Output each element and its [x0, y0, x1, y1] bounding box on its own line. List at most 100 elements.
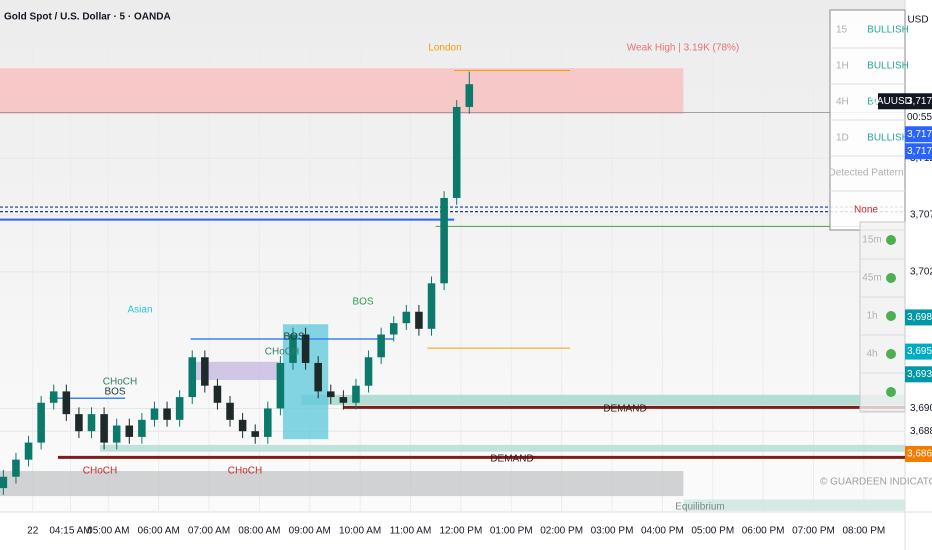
price-tag [905, 143, 932, 160]
session-label: 1h [866, 311, 877, 322]
price-tag [905, 366, 932, 383]
x-tick-label: 04:15 AM [49, 526, 91, 537]
zone [683, 499, 905, 511]
status-dot [886, 349, 896, 359]
candle-body [201, 357, 209, 386]
timeframe: 1D [836, 133, 849, 144]
status-dot [886, 235, 896, 245]
annotation: CHoCH [228, 466, 262, 477]
y-tick-label: 3,707 [910, 210, 932, 221]
candle-body [226, 402, 234, 420]
candle-body [251, 431, 259, 437]
session-label: 4h [866, 349, 877, 360]
candle-body [24, 442, 33, 460]
x-tick-label: 06:00 AM [138, 526, 180, 537]
time-axis [0, 512, 905, 550]
x-tick-label: 01:00 PM [490, 526, 533, 537]
candle-body [37, 402, 45, 443]
x-tick-label: 02:00 PM [540, 526, 583, 537]
price-tag-label: 3,698 [907, 312, 932, 323]
x-tick-label: 04:00 PM [641, 526, 684, 537]
watermark: © GUARDEEN INDICATOR [820, 477, 932, 488]
candle-body [0, 476, 8, 489]
zone [99, 444, 906, 452]
candle-body [213, 385, 222, 403]
y-tick-label: 3,702 [910, 267, 932, 278]
timeframe: 1H [836, 61, 849, 72]
candle-body [150, 408, 159, 420]
candle-body [389, 323, 398, 335]
candle-body [125, 425, 134, 437]
price-tag-label: 3,717 [907, 96, 932, 107]
candle-body [87, 414, 96, 432]
price-tag-label: 3,717 [907, 146, 932, 157]
symbol-tag: XAUUSD [870, 96, 912, 107]
candle-body [289, 334, 297, 363]
price-tag [905, 445, 932, 462]
price-tag [905, 343, 932, 360]
x-tick-label: 10:00 AM [339, 526, 381, 537]
y-tick-label: 3,690 [910, 403, 932, 414]
annotation: DEMAND [603, 404, 646, 415]
x-tick-label: 07:00 PM [792, 526, 835, 537]
candle-body [415, 311, 423, 329]
candle-body [264, 408, 272, 437]
x-tick-label: 12:00 PM [439, 526, 482, 537]
zone [190, 361, 281, 381]
zone [0, 68, 684, 114]
zone [301, 394, 905, 406]
candle-body [427, 283, 436, 329]
candle-body [352, 385, 360, 403]
trend: BULLISH [867, 25, 909, 36]
x-tick-label: 05:00 AM [87, 526, 129, 537]
countdown: 00:55 [907, 112, 932, 123]
annotation: CHoCH [265, 347, 299, 358]
session-label: 45m [862, 273, 881, 284]
candle-body [440, 197, 448, 284]
candle-body [188, 357, 197, 398]
candle-body [326, 391, 335, 398]
candle-body [364, 357, 373, 386]
annotation: BOS [352, 297, 373, 308]
chart-title: Gold Spot / U.S. Dollar · 5 · OANDA [4, 12, 171, 23]
candle-body [402, 311, 411, 324]
price-tag [905, 126, 932, 143]
x-tick-label: 22 [27, 526, 39, 537]
annotation: CHoCH [83, 466, 117, 477]
annotation: Equilibrium [675, 502, 724, 513]
timeframe: 4H [836, 97, 849, 108]
candle-body [377, 334, 385, 358]
x-tick-label: 05:00 PM [691, 526, 734, 537]
annotation: CHoCH [103, 377, 137, 388]
candle-body [452, 106, 461, 198]
zone [0, 471, 684, 497]
price-tag-label: 3,693 [907, 369, 932, 380]
price-tag [905, 309, 932, 326]
trend: BULLISH [867, 61, 909, 72]
x-tick-label: 09:00 AM [289, 526, 331, 537]
trend: BULLISH [867, 133, 909, 144]
x-tick-label: 08:00 AM [238, 526, 280, 537]
candle-body [163, 408, 171, 420]
timeframe: 15 [836, 25, 848, 36]
candle-body [465, 84, 474, 107]
annotation: London [428, 43, 461, 54]
price-tag-label: 3,695 [907, 346, 932, 357]
candle-body [314, 362, 322, 392]
trend-table: 15BULLISH1HBULLISH4HBULLISH1DBULLISHDete… [828, 9, 909, 231]
symbol-tag-bg [878, 93, 905, 110]
candle-body [100, 414, 108, 443]
session-label: 15m [862, 235, 881, 246]
candle-body [276, 362, 285, 409]
annotation: DEMAND [490, 454, 533, 465]
x-tick-label: 08:00 PM [842, 526, 885, 537]
annotation: BOS [283, 332, 304, 343]
plot: London Weak High | 3.19K (78%)BOSCHoCHBOS… [0, 0, 932, 513]
candle-body [75, 414, 83, 432]
candle-body [175, 397, 184, 420]
pattern: None [854, 205, 878, 216]
currency: USD [907, 15, 928, 26]
pattern-header: Detected Pattern [828, 168, 903, 179]
candle-body [301, 334, 310, 363]
table-frame [859, 221, 906, 413]
